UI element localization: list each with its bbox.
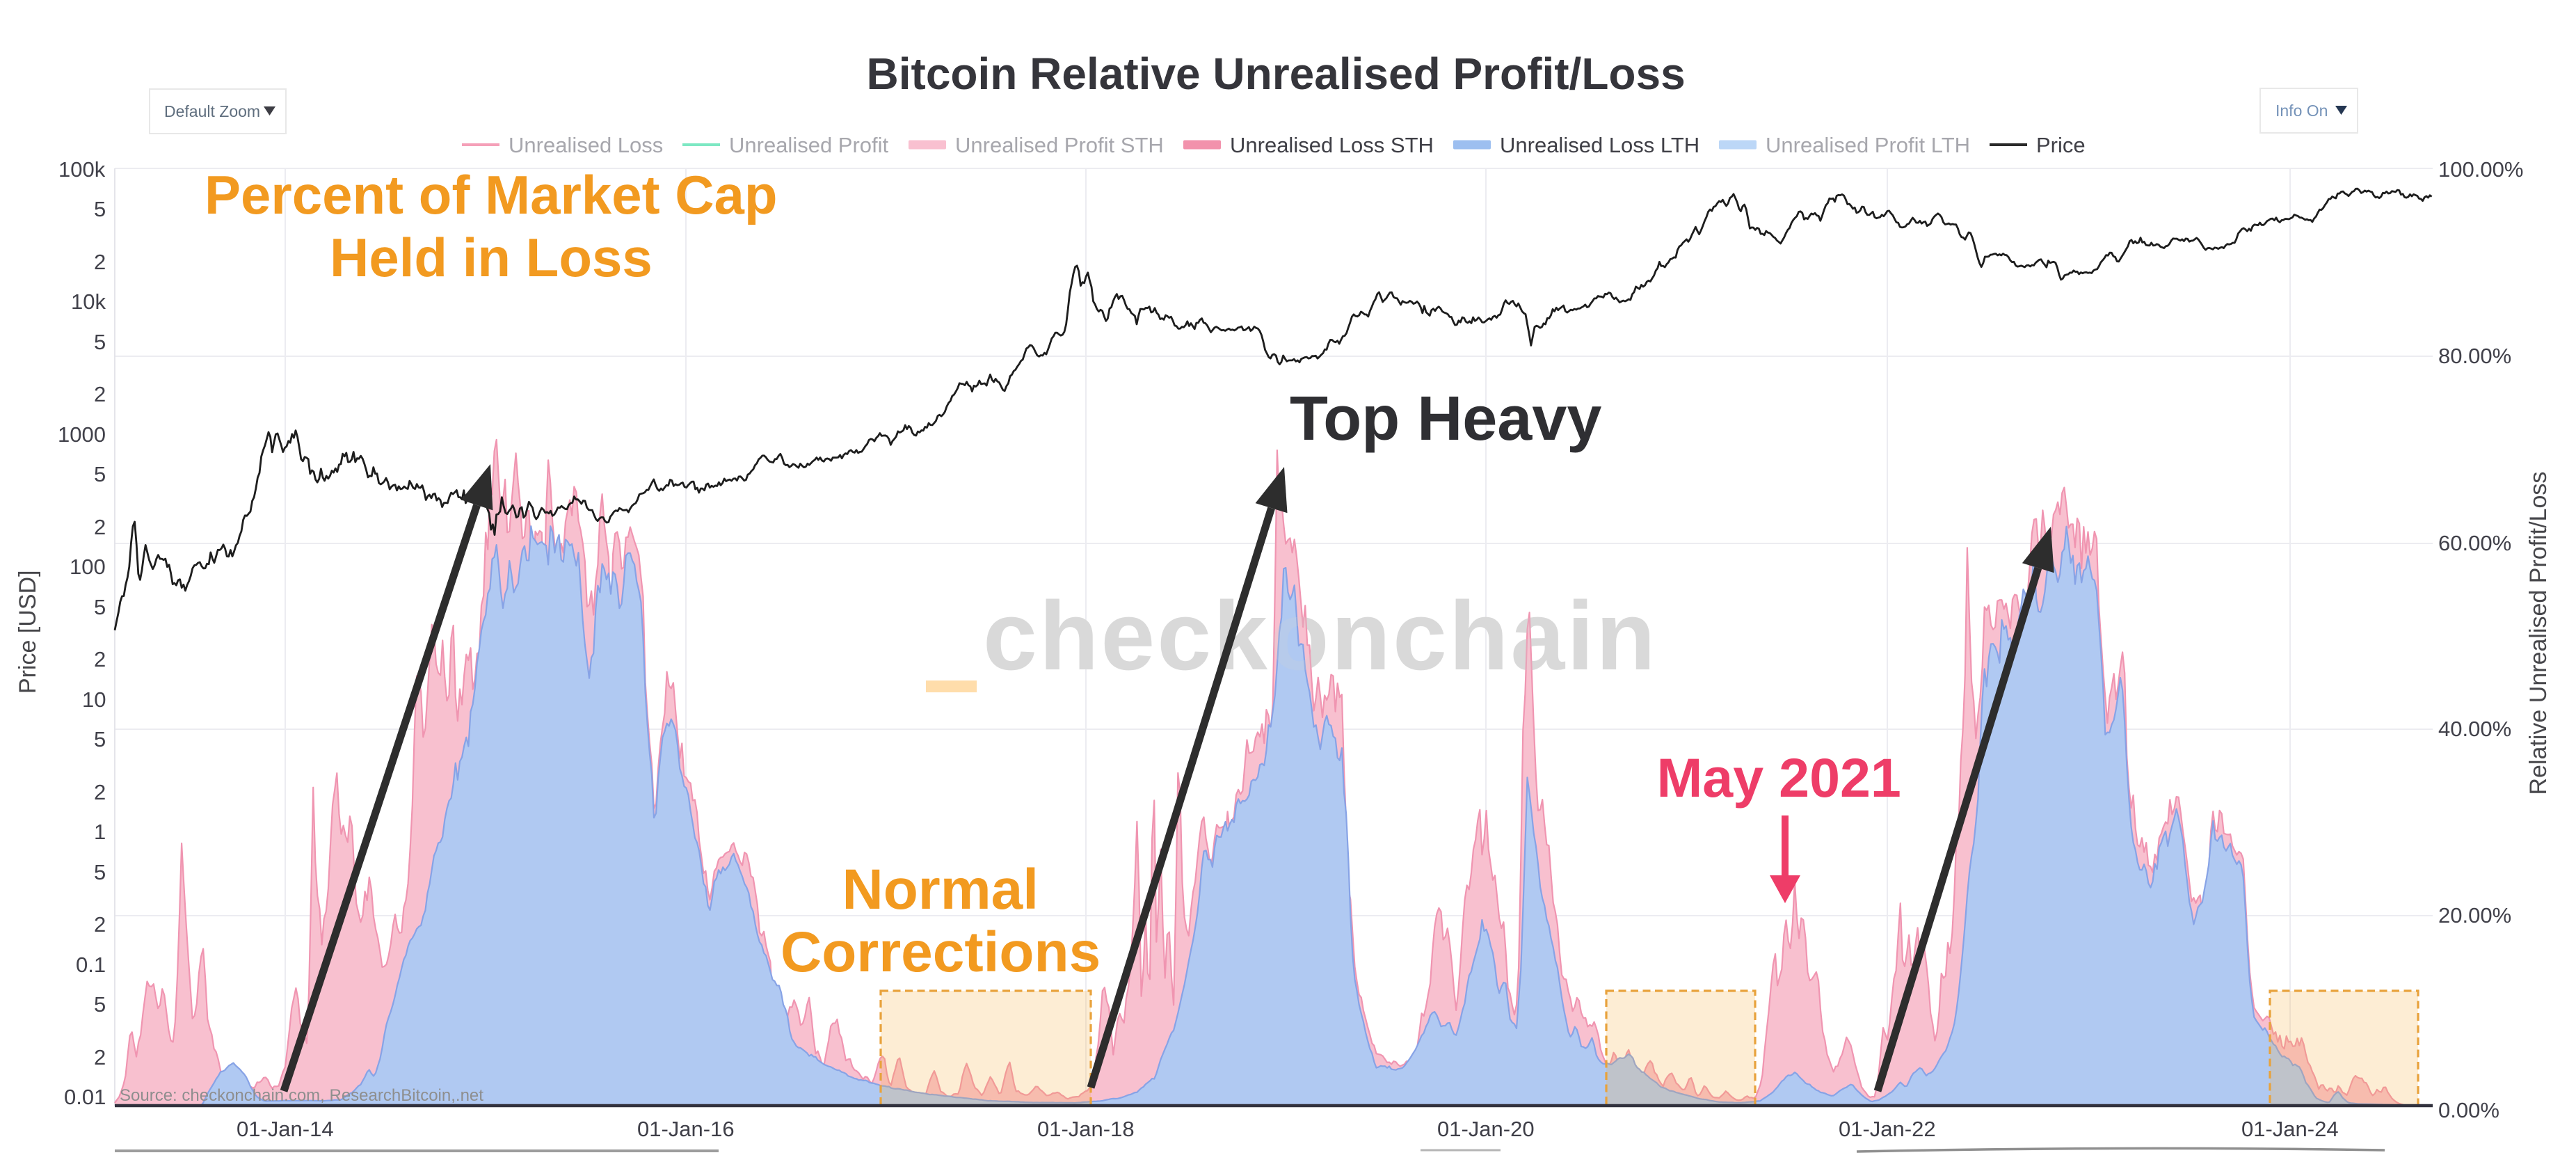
svg-text:checkonchain: checkonchain [983,581,1658,690]
svg-text:01-Jan-24: 01-Jan-24 [2241,1117,2339,1141]
svg-text:5: 5 [94,727,106,751]
svg-text:2: 2 [94,647,106,671]
svg-text:100.00%: 100.00% [2438,157,2523,182]
svg-text:Held in Loss: Held in Loss [330,227,653,288]
svg-text:Info On: Info On [2275,102,2328,120]
svg-text:100k: 100k [58,157,106,182]
svg-text:60.00%: 60.00% [2438,531,2511,555]
svg-text:Percent of Market Cap: Percent of Market Cap [205,164,778,225]
svg-text:0.01: 0.01 [64,1085,106,1109]
svg-text:2: 2 [94,382,106,406]
svg-text:Unrealised Loss: Unrealised Loss [509,133,663,157]
svg-text:01-Jan-14: 01-Jan-14 [237,1117,334,1141]
svg-text:5: 5 [94,992,106,1017]
svg-text:10: 10 [82,687,106,712]
svg-text:checkonchain: checkonchain [983,581,1658,690]
svg-text:2: 2 [94,780,106,804]
svg-text:2: 2 [94,912,106,937]
svg-text:5: 5 [94,595,106,619]
svg-text:10k: 10k [71,289,106,314]
svg-text:Default Zoom: Default Zoom [164,102,260,120]
svg-text:Normal: Normal [842,858,1039,921]
svg-text:Top Heavy: Top Heavy [1290,384,1601,454]
svg-text:Corrections: Corrections [781,921,1101,984]
svg-text:Unrealised Profit: Unrealised Profit [729,133,889,157]
svg-text:2: 2 [94,250,106,274]
svg-text:Source: checkonchain.com, Rese: Source: checkonchain.com, ResearchBitcoi… [120,1086,483,1105]
svg-text:Unrealised Profit LTH: Unrealised Profit LTH [1766,133,1970,157]
svg-text:0.00%: 0.00% [2438,1098,2499,1122]
svg-text:Price: Price [2036,133,2086,157]
svg-text:80.00%: 80.00% [2438,344,2511,368]
svg-text:01-Jan-20: 01-Jan-20 [1437,1117,1535,1141]
svg-text:May 2021: May 2021 [1657,747,1901,809]
svg-text:5: 5 [94,330,106,354]
svg-text:Price [USD]: Price [USD] [15,570,41,694]
svg-text:5: 5 [94,462,106,486]
svg-text:01-Jan-16: 01-Jan-16 [637,1117,735,1141]
svg-text:0.1: 0.1 [76,953,106,977]
svg-text:2: 2 [94,515,106,539]
svg-text:Bitcoin Relative Unrealised Pr: Bitcoin Relative Unrealised Profit/Loss [867,49,1686,99]
svg-text:Unrealised Profit STH: Unrealised Profit STH [955,133,1164,157]
svg-text:40.00%: 40.00% [2438,717,2511,741]
svg-text:Unrealised Loss LTH: Unrealised Loss LTH [1500,133,1699,157]
svg-text:Relative Unrealised Profit/Los: Relative Unrealised Profit/Loss [2525,472,2552,795]
svg-text:20.00%: 20.00% [2438,903,2511,928]
svg-text:1: 1 [94,820,106,844]
svg-text:5: 5 [94,860,106,884]
svg-text:1000: 1000 [58,422,106,447]
svg-text:Unrealised Loss STH: Unrealised Loss STH [1230,133,1434,157]
svg-text:100: 100 [70,555,106,579]
svg-text:5: 5 [94,197,106,221]
svg-text:01-Jan-18: 01-Jan-18 [1037,1117,1135,1141]
svg-text:2: 2 [94,1045,106,1069]
svg-text:01-Jan-22: 01-Jan-22 [1839,1117,1936,1141]
